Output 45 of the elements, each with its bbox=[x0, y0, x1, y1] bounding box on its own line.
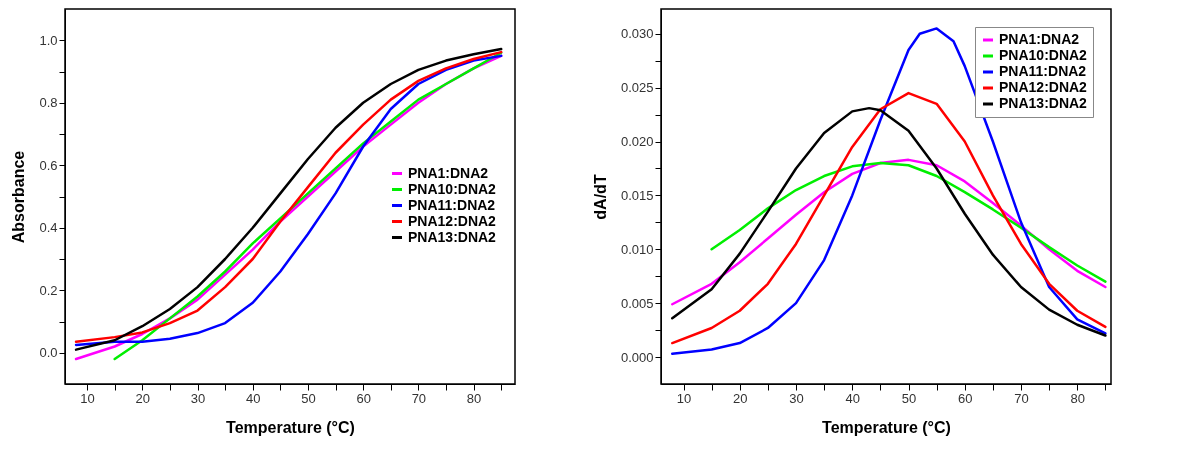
y-tick-label: 0.010 bbox=[620, 241, 654, 257]
x-tick-label: 50 bbox=[301, 390, 316, 406]
x-tick-label: 70 bbox=[411, 390, 427, 406]
legend-label: PNA1:DNA2 bbox=[999, 31, 1080, 47]
y-axis-title: dA/dT bbox=[591, 174, 609, 220]
y-tick-label: 0.6 bbox=[39, 157, 58, 173]
y-tick-label: 0.0 bbox=[39, 345, 58, 361]
legend-label: PNA11:DNA2 bbox=[408, 196, 496, 213]
y-tick-label: 0.030 bbox=[620, 26, 654, 42]
y-axis-title: Absorbance bbox=[10, 150, 28, 244]
x-tick-label: 30 bbox=[190, 390, 206, 406]
y-tick-label: 0.020 bbox=[620, 134, 654, 150]
y-tick-label: 0.005 bbox=[620, 295, 654, 311]
x-tick-label: 80 bbox=[1070, 390, 1085, 406]
legend-label: PNA12:DNA2 bbox=[999, 79, 1088, 95]
x-axis-title: Temperature (°C) bbox=[822, 418, 951, 436]
x-tick-label: 10 bbox=[80, 390, 95, 406]
legend-label: PNA13:DNA2 bbox=[408, 228, 497, 245]
x-tick-label: 40 bbox=[845, 390, 860, 406]
y-tick-label: 0.015 bbox=[620, 187, 654, 203]
legend-label: PNA13:DNA2 bbox=[999, 95, 1088, 111]
y-tick-label: 0.4 bbox=[39, 220, 58, 236]
line-series bbox=[710, 161, 1107, 283]
y-tick-label: 0.8 bbox=[39, 95, 58, 111]
legend-label: PNA11:DNA2 bbox=[999, 63, 1087, 79]
x-tick-label: 20 bbox=[733, 390, 748, 406]
x-tick-label: 30 bbox=[789, 390, 804, 406]
x-tick-label: 60 bbox=[958, 390, 973, 406]
x-tick-label: 40 bbox=[246, 390, 261, 406]
x-tick-label: 60 bbox=[356, 390, 371, 406]
x-tick-label: 10 bbox=[676, 390, 692, 406]
x-tick-label: 70 bbox=[1014, 390, 1029, 406]
x-tick-label: 50 bbox=[901, 390, 917, 406]
legend-label: PNA10:DNA2 bbox=[408, 180, 497, 197]
y-tick-label: 0.025 bbox=[620, 80, 654, 96]
line-series bbox=[671, 27, 1107, 356]
legend-label: PNA1:DNA2 bbox=[408, 164, 489, 181]
y-tick-label: 0.2 bbox=[39, 282, 58, 298]
legend-label: PNA10:DNA2 bbox=[999, 47, 1088, 63]
x-tick-label: 20 bbox=[135, 390, 151, 406]
x-tick-label: 80 bbox=[466, 390, 482, 406]
legend-label: PNA12:DNA2 bbox=[408, 212, 497, 229]
x-axis-title: Temperature (°C) bbox=[226, 418, 355, 436]
y-tick-label: 1.0 bbox=[39, 32, 58, 48]
y-tick-label: 0.000 bbox=[620, 349, 654, 365]
